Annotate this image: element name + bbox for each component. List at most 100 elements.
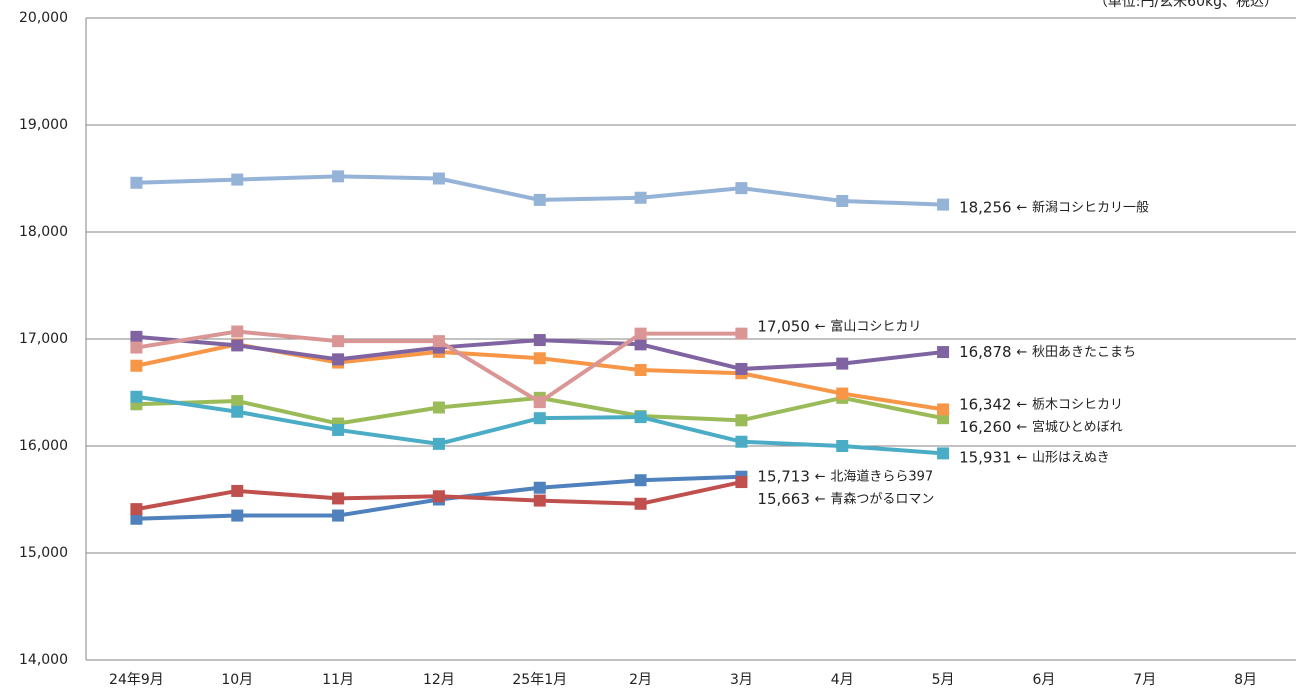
- end-label: 18,256 ← 新潟コシヒカリ一般: [959, 198, 1149, 216]
- marker: [634, 497, 647, 510]
- marker: [533, 494, 546, 507]
- value-label: 15,663: [757, 490, 810, 508]
- y-tick-label: 17,000: [19, 331, 68, 347]
- y-tick-label: 16,000: [19, 438, 68, 454]
- marker: [533, 352, 546, 365]
- x-tick-label: 5月: [932, 672, 955, 688]
- marker: [432, 490, 445, 503]
- marker: [634, 364, 647, 377]
- end-label: 15,663 ← 青森つがるロマン: [757, 490, 934, 508]
- marker: [432, 335, 445, 348]
- series-name: 新潟コシヒカリ一般: [1032, 199, 1149, 215]
- value-label: 16,878: [959, 343, 1012, 361]
- end-label: 15,713 ← 北海道きらら397: [757, 467, 933, 485]
- marker: [231, 395, 244, 408]
- marker: [533, 193, 546, 206]
- end-label: 16,260 ← 宮城ひとめぼれ: [959, 418, 1123, 436]
- marker: [634, 191, 647, 204]
- series-name: 宮城ひとめぼれ: [1032, 419, 1123, 435]
- value-label: 15,931: [959, 448, 1012, 466]
- marker: [231, 339, 244, 352]
- marker: [432, 401, 445, 414]
- arrow: ←: [1016, 345, 1027, 360]
- x-tick-label: 11月: [322, 672, 354, 688]
- x-tick-label: 10月: [221, 672, 253, 688]
- marker: [533, 334, 546, 347]
- end-label: 16,878 ← 秋田あきたこまち: [959, 343, 1136, 361]
- arrow: ←: [815, 492, 826, 507]
- x-tick-label: 6月: [1032, 672, 1055, 688]
- x-tick-label: 25年1月: [512, 672, 567, 688]
- chart-subtitle: （単位:円/玄米60kg、税込）: [1094, 0, 1278, 10]
- marker: [231, 173, 244, 186]
- marker: [332, 492, 345, 505]
- marker: [130, 330, 143, 343]
- marker: [836, 357, 849, 370]
- marker: [231, 509, 244, 522]
- marker: [937, 198, 950, 211]
- marker: [937, 346, 950, 359]
- arrow: ←: [815, 469, 826, 484]
- marker: [332, 423, 345, 436]
- value-label: 15,713: [757, 467, 810, 485]
- marker: [130, 390, 143, 403]
- marker: [332, 509, 345, 522]
- y-tick-label: 18,000: [19, 224, 68, 240]
- y-tick-label: 19,000: [19, 117, 68, 133]
- marker: [231, 405, 244, 418]
- x-tick-label: 2月: [629, 672, 652, 688]
- marker: [735, 362, 748, 375]
- marker: [634, 474, 647, 487]
- marker: [332, 335, 345, 348]
- marker: [634, 327, 647, 340]
- arrow: ←: [1016, 450, 1027, 465]
- arrow: ←: [1016, 200, 1027, 215]
- arrow: ←: [815, 319, 826, 334]
- arrow: ←: [1016, 420, 1027, 435]
- end-label: 17,050 ← 富山コシヒカリ: [757, 317, 921, 335]
- marker: [332, 170, 345, 183]
- marker: [836, 387, 849, 400]
- marker: [634, 338, 647, 351]
- marker: [937, 403, 950, 416]
- y-tick-label: 14,000: [19, 652, 68, 668]
- marker: [735, 476, 748, 489]
- marker: [735, 327, 748, 340]
- x-tick-label: 12月: [423, 672, 455, 688]
- marker: [130, 359, 143, 372]
- marker: [735, 182, 748, 195]
- series-name: 北海道きらら397: [830, 469, 933, 484]
- marker: [533, 396, 546, 409]
- marker: [432, 437, 445, 450]
- marker: [836, 194, 849, 207]
- marker: [231, 484, 244, 497]
- y-tick-label: 15,000: [19, 545, 68, 561]
- marker: [332, 353, 345, 366]
- marker: [130, 503, 143, 516]
- marker: [533, 481, 546, 494]
- end-label: 15,931 ← 山形はえぬき: [959, 448, 1110, 466]
- x-tick-label: 3月: [730, 672, 753, 688]
- series-name: 青森つがるロマン: [830, 492, 934, 507]
- x-tick-label: 8月: [1234, 672, 1257, 688]
- marker: [231, 325, 244, 338]
- marker: [634, 411, 647, 424]
- marker: [533, 412, 546, 425]
- x-tick-label: 7月: [1133, 672, 1156, 688]
- value-label: 18,256: [959, 198, 1012, 216]
- x-tick-label: 24年9月: [109, 672, 164, 688]
- series-name: 秋田あきたこまち: [1032, 345, 1136, 360]
- marker: [836, 440, 849, 452]
- value-label: 17,050: [757, 317, 810, 335]
- marker: [130, 176, 143, 189]
- y-tick-label: 20,000: [19, 10, 68, 26]
- marker: [735, 414, 748, 427]
- marker: [130, 512, 143, 525]
- series-name: 栃木コシヒカリ: [1032, 397, 1123, 412]
- x-tick-label: 4月: [831, 672, 854, 688]
- marker: [130, 341, 143, 354]
- value-label: 16,342: [959, 395, 1012, 413]
- series-name: 富山コシヒカリ: [830, 318, 921, 334]
